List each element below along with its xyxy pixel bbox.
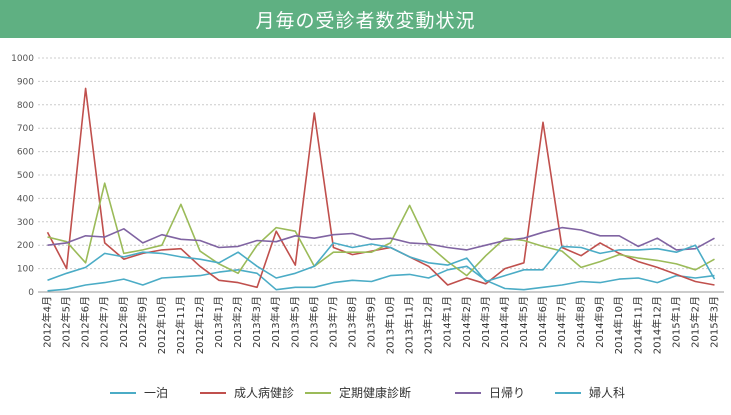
y-tick-label: 0 [28, 288, 34, 298]
x-tick-label: 2014年11月 [631, 296, 644, 354]
x-tick-label: 2014年8月 [574, 296, 587, 348]
y-tick-label: 800 [17, 101, 34, 111]
x-tick-label: 2012年12月 [193, 296, 206, 354]
x-tick-label: 2012年11月 [174, 296, 187, 354]
x-tick-label: 2013年11月 [403, 296, 416, 354]
legend-label-1: 一泊 [144, 386, 168, 400]
x-tick-label: 2014年9月 [593, 296, 606, 348]
x-tick-label: 2014年7月 [555, 296, 568, 348]
y-tick-label: 600 [17, 148, 34, 158]
y-tick-label: 1000 [11, 54, 34, 64]
x-tick-label: 2013年8月 [345, 296, 358, 348]
chart-title: 月毎の受診者数変動状況 [255, 9, 476, 32]
x-tick-label: 2013年2月 [231, 296, 244, 348]
x-tick-label: 2013年5月 [288, 296, 301, 348]
x-tick-label: 2014年4月 [498, 296, 511, 348]
x-tick-label: 2014年5月 [517, 296, 530, 348]
x-tick-label: 2015年3月 [707, 296, 720, 348]
series-line-1 [47, 265, 715, 292]
series-line-4 [47, 226, 715, 251]
x-tick-label: 2012年4月 [41, 296, 54, 348]
legend-label-5: 婦人科 [589, 385, 625, 400]
x-tick-label: 2013年4月 [269, 296, 282, 348]
legend-label-4: 日帰り [489, 386, 525, 400]
series-line-3 [47, 182, 715, 277]
x-tick-label: 2012年6月 [79, 296, 92, 348]
y-tick-label: 300 [17, 218, 34, 228]
x-tick-label: 2012年7月 [98, 296, 111, 348]
y-tick-label: 400 [17, 194, 34, 204]
x-tick-label: 2015年2月 [688, 296, 701, 348]
x-tick-label: 2014年3月 [479, 296, 492, 348]
y-tick-label: 100 [17, 265, 34, 275]
x-tick-label: 2014年1月 [441, 296, 454, 348]
x-tick-label: 2012年8月 [117, 296, 130, 348]
y-tick-label: 700 [17, 124, 34, 134]
x-tick-label: 2013年9月 [364, 296, 377, 348]
series-line-5 [47, 242, 716, 283]
x-tick-label: 2013年10月 [384, 296, 397, 354]
x-tick-label: 2013年12月 [422, 296, 435, 354]
x-tick-label: 2014年10月 [612, 296, 625, 354]
legend-label-3: 定期健康診断 [339, 385, 411, 400]
x-tick-label: 2013年6月 [307, 296, 320, 348]
x-tick-label: 2012年10月 [155, 296, 168, 354]
x-tick-label: 2014年12月 [650, 296, 663, 354]
x-tick-label: 2014年6月 [536, 296, 549, 348]
x-tick-label: 2013年7月 [326, 296, 339, 348]
x-tick-label: 2012年9月 [136, 296, 149, 348]
x-tick-label: 2012年5月 [60, 296, 73, 348]
x-tick-label: 2013年3月 [250, 296, 263, 348]
chart-title-bar: 月毎の受診者数変動状況 [0, 0, 731, 38]
y-tick-label: 500 [17, 171, 34, 181]
x-tick-label: 2013年1月 [212, 296, 225, 348]
x-tick-label: 2015年1月 [669, 296, 682, 348]
y-tick-label: 200 [17, 241, 34, 251]
x-tick-label: 2014年2月 [460, 296, 473, 348]
line-chart: 0 100 200 300 400 500 600 700 800 900 1000 2012年4月 2… [11, 54, 724, 400]
series-line-2 [46, 87, 715, 289]
legend-label-2: 成人病健診 [234, 385, 294, 400]
y-tick-label: 900 [17, 77, 34, 87]
